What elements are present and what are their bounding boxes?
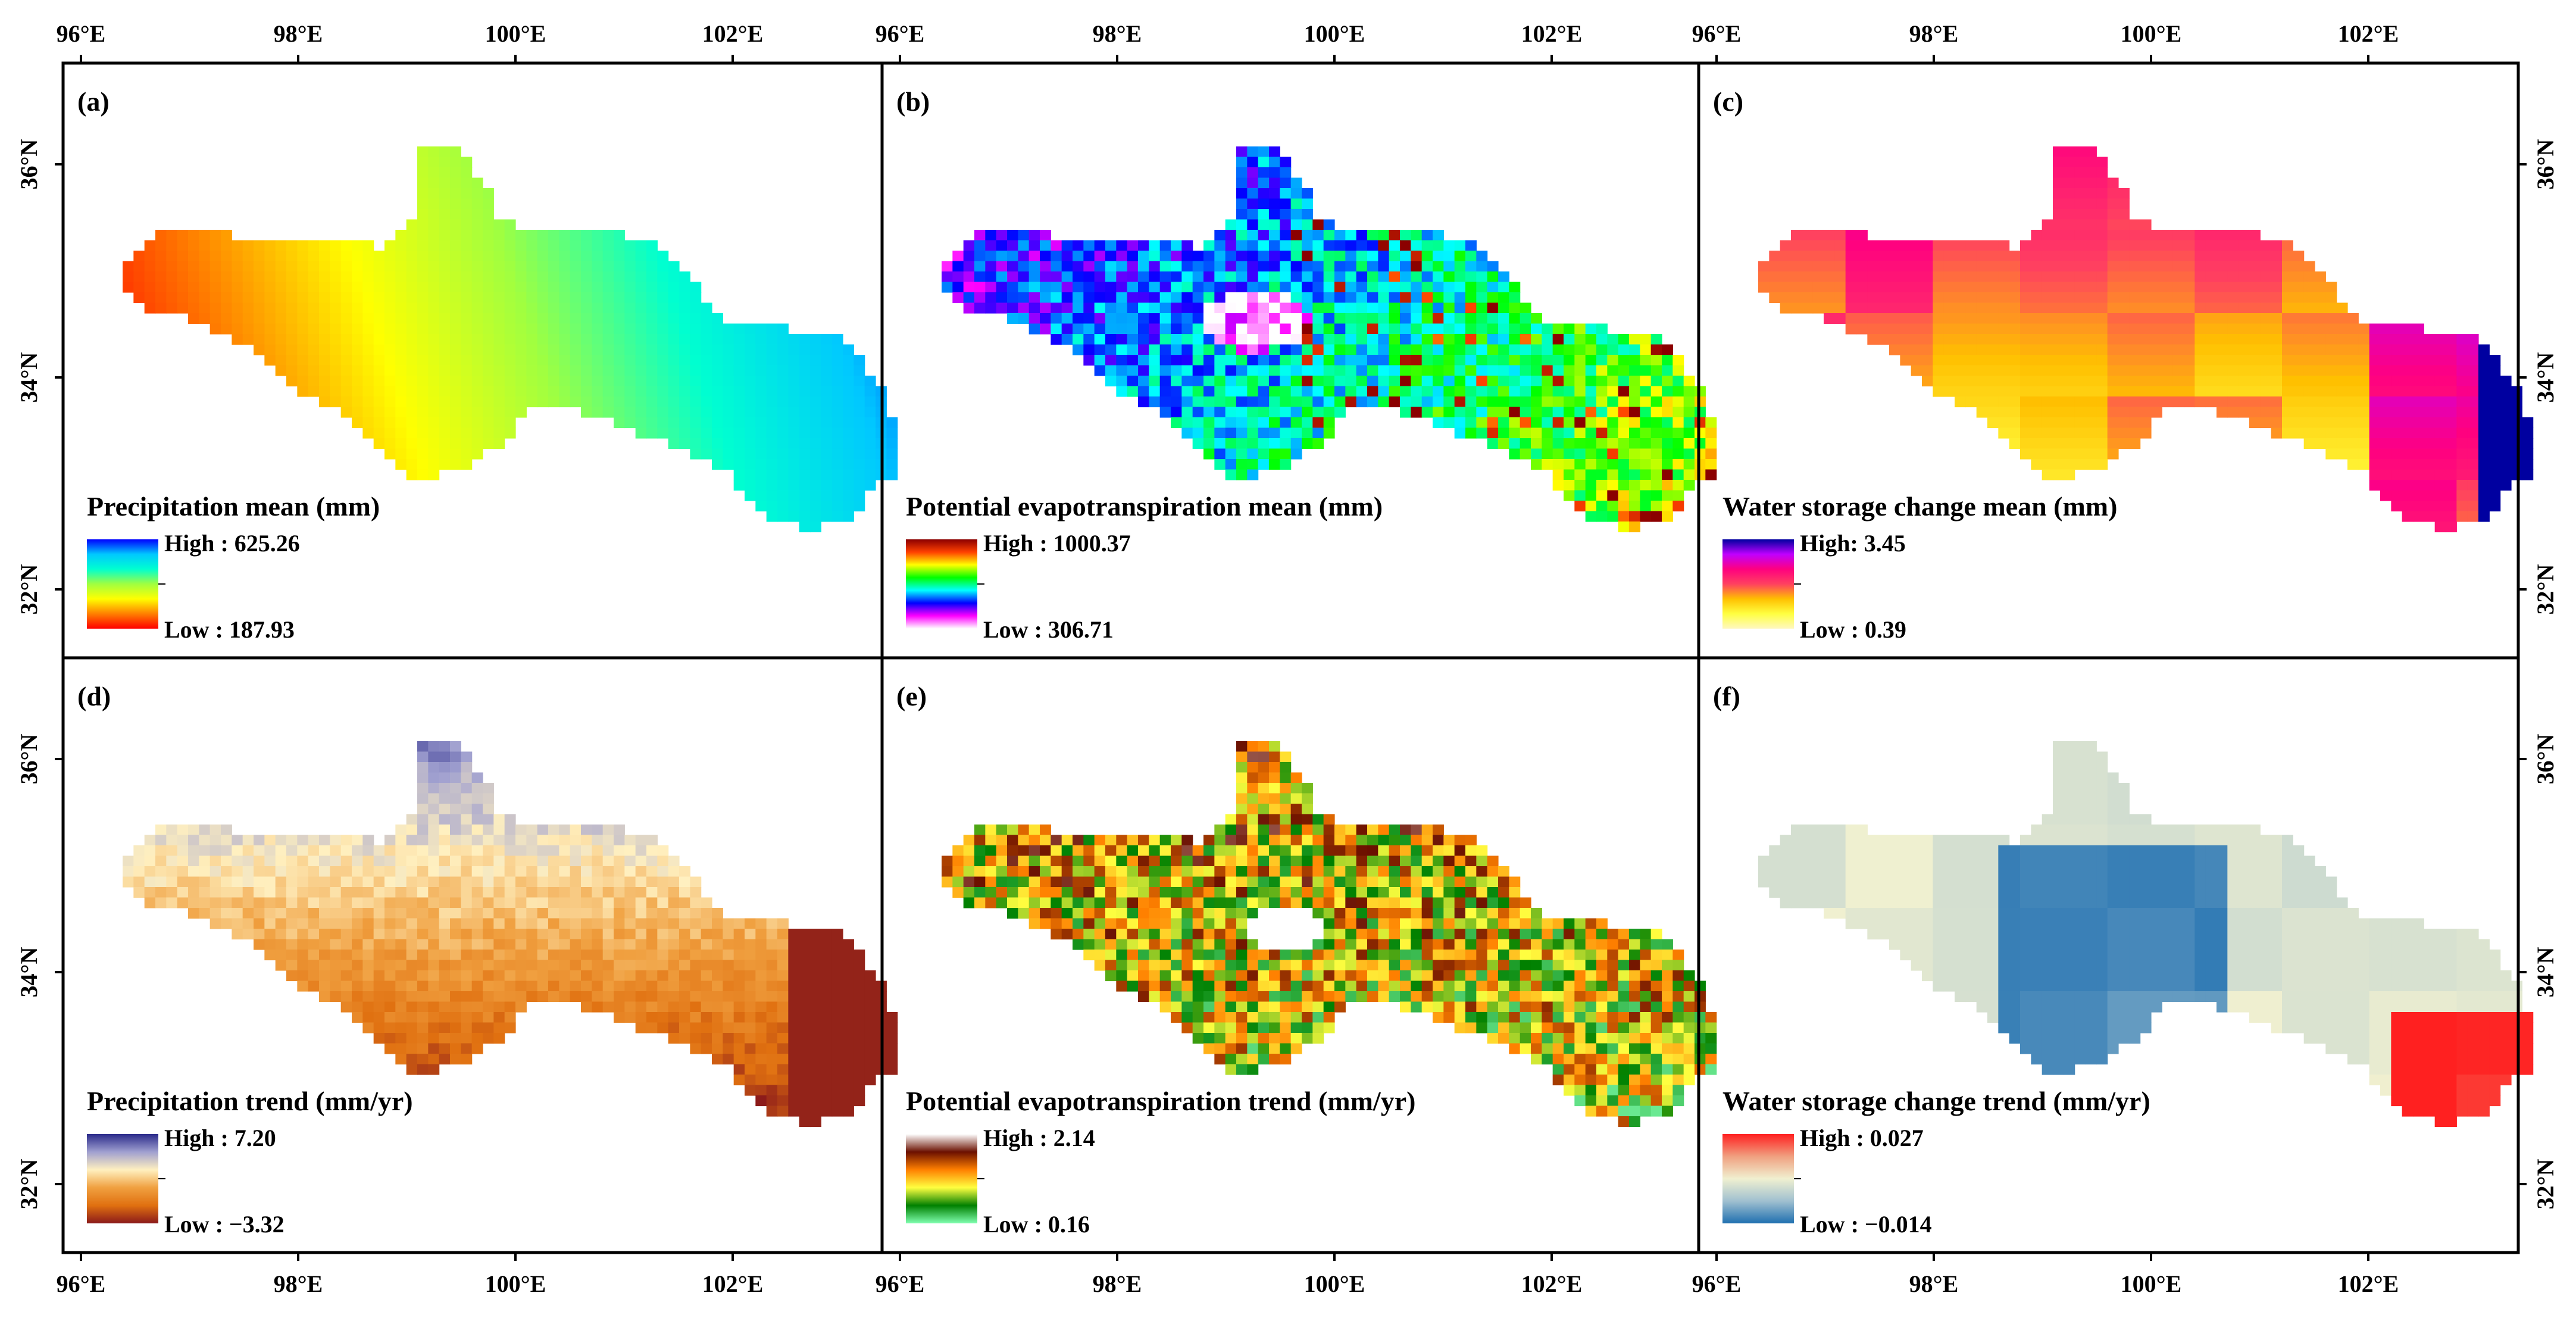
latitude-label-right: 34°N <box>2532 947 2559 997</box>
panel-letter: (a) <box>77 86 110 117</box>
legend-color-ramp <box>906 1134 977 1223</box>
panel-letter: (b) <box>896 86 930 117</box>
map-raster-b <box>942 146 1717 533</box>
legend-low-label: Low : −3.32 <box>164 1211 285 1238</box>
longitude-label-top: 96°E <box>876 20 925 47</box>
panel-title: Precipitation trend (mm/yr) <box>87 1086 413 1116</box>
panel-title: Water storage change trend (mm/yr) <box>1722 1086 2150 1116</box>
longitude-label-bottom: 102°E <box>702 1270 764 1297</box>
latitude-label-left: 32°N <box>15 1158 42 1209</box>
latitude-label-right: 32°N <box>2532 1158 2559 1209</box>
latitude-label-left: 36°N <box>15 733 42 784</box>
legend-color-ramp <box>87 539 158 629</box>
map-raster-a <box>123 146 898 533</box>
legend-color-ramp <box>1722 539 1794 629</box>
legend-low-label: Low : 306.71 <box>983 616 1114 643</box>
latitude-label-left: 34°N <box>15 352 42 402</box>
longitude-label-bottom: 102°E <box>2338 1270 2399 1297</box>
legend-low-label: Low : 0.16 <box>983 1211 1090 1238</box>
longitude-label-top: 96°E <box>1692 20 1742 47</box>
longitude-label-top: 98°E <box>1093 20 1142 47</box>
longitude-label-top: 98°E <box>274 20 323 47</box>
legend-color-ramp <box>87 1134 158 1223</box>
longitude-label-bottom: 96°E <box>876 1270 925 1297</box>
legend-high-label: High : 7.20 <box>164 1125 276 1151</box>
legend-high-label: High : 1000.37 <box>983 530 1131 557</box>
panel-title: Potential evapotranspiration mean (mm) <box>906 491 1383 521</box>
longitude-label-top: 102°E <box>1521 20 1583 47</box>
map-rasters <box>123 146 2534 1128</box>
legend-high-label: High : 625.26 <box>164 530 300 557</box>
panel-letter: (e) <box>896 681 927 711</box>
latitude-label-right: 36°N <box>2532 139 2559 189</box>
legend-high-label: High : 2.14 <box>983 1125 1095 1151</box>
graticule-ticks: 96°E 96°E 98°E 98°E 100°E 100°E 102°E 102°E 96°E… <box>15 20 2559 1297</box>
map-raster-f <box>1758 741 2534 1128</box>
panel-annotations: (a) Precipitation mean (mm) High : 625.26 L… <box>77 86 2150 1238</box>
legend-low-label: Low : 187.93 <box>164 616 295 643</box>
longitude-label-top: 100°E <box>2121 20 2182 47</box>
longitude-label-bottom: 98°E <box>1093 1270 1142 1297</box>
latitude-label-left: 36°N <box>15 139 42 189</box>
map-raster-e <box>942 741 1717 1128</box>
longitude-label-top: 96°E <box>57 20 106 47</box>
longitude-label-bottom: 98°E <box>274 1270 323 1297</box>
longitude-label-bottom: 96°E <box>1692 1270 1742 1297</box>
latitude-label-right: 32°N <box>2532 564 2559 614</box>
panel-frame <box>61 61 2520 1254</box>
latitude-label-left: 34°N <box>15 947 42 997</box>
longitude-label-top: 100°E <box>485 20 546 47</box>
legend-color-ramp <box>906 539 977 629</box>
longitude-label-bottom: 96°E <box>57 1270 106 1297</box>
latitude-label-right: 36°N <box>2532 733 2559 784</box>
latitude-label-left: 32°N <box>15 564 42 614</box>
panel-letter: (f) <box>1713 681 1740 711</box>
map-raster-c <box>1758 146 2534 533</box>
panel-title: Potential evapotranspiration trend (mm/y… <box>906 1086 1415 1116</box>
longitude-label-bottom: 100°E <box>2121 1270 2182 1297</box>
legend-color-ramp <box>1722 1134 1794 1223</box>
legend-low-label: Low : −0.014 <box>1800 1211 1932 1238</box>
panel-title: Water storage change mean (mm) <box>1722 491 2117 521</box>
longitude-label-top: 98°E <box>1909 20 1959 47</box>
longitude-label-top: 100°E <box>1304 20 1365 47</box>
longitude-label-top: 102°E <box>702 20 764 47</box>
longitude-label-bottom: 102°E <box>1521 1270 1583 1297</box>
longitude-label-bottom: 98°E <box>1909 1270 1959 1297</box>
longitude-label-bottom: 100°E <box>485 1270 546 1297</box>
legend-high-label: High: 3.45 <box>1800 530 1906 557</box>
latitude-label-right: 34°N <box>2532 352 2559 402</box>
panel-letter: (d) <box>77 681 111 711</box>
legend-high-label: High : 0.027 <box>1800 1125 1924 1151</box>
longitude-label-bottom: 100°E <box>1304 1270 1365 1297</box>
legend-low-label: Low : 0.39 <box>1800 616 1906 643</box>
map-raster-d <box>123 741 898 1128</box>
longitude-label-top: 102°E <box>2338 20 2399 47</box>
panel-letter: (c) <box>1713 86 1743 117</box>
panel-title: Precipitation mean (mm) <box>87 491 380 521</box>
